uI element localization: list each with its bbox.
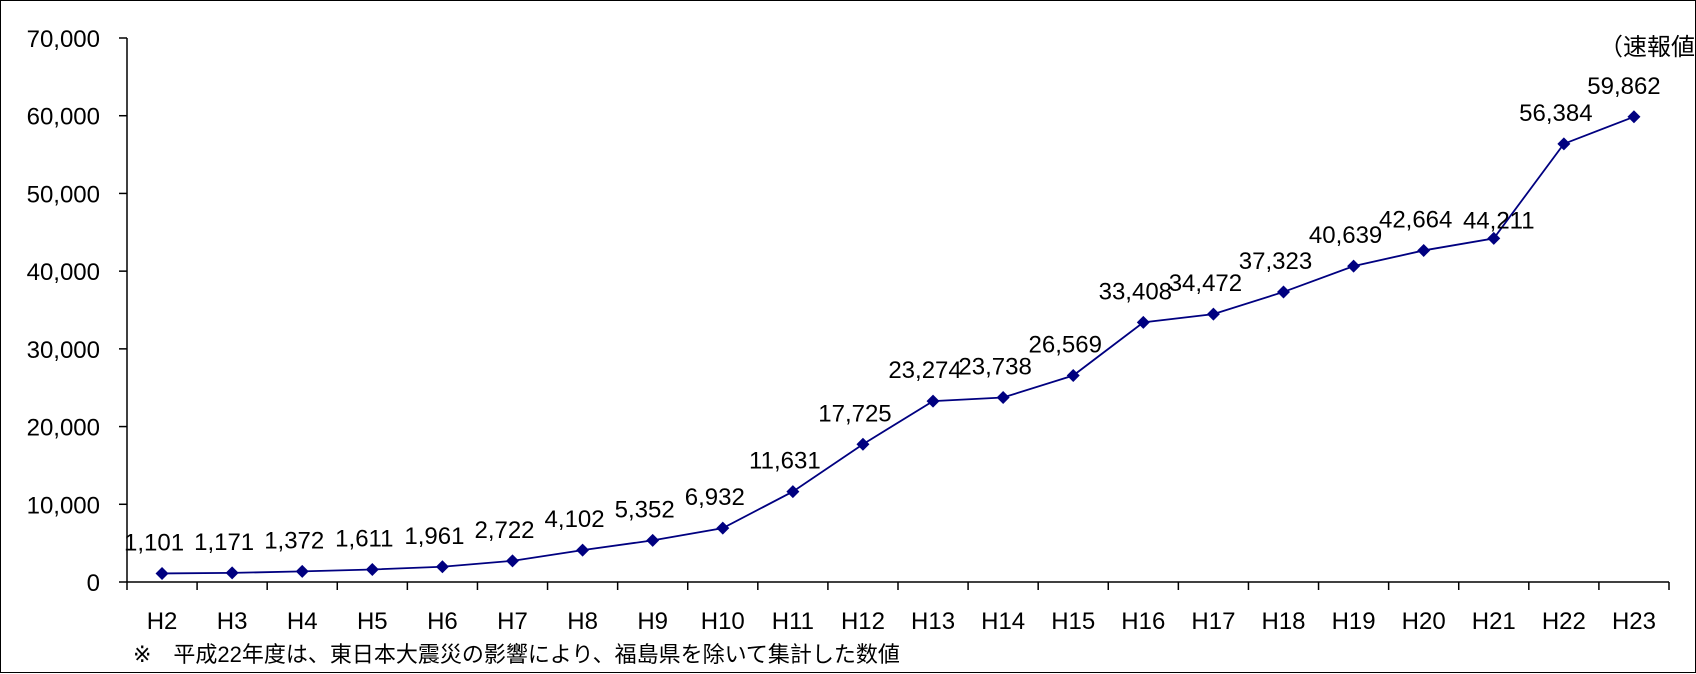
y-tick-label: 70,000	[27, 26, 100, 53]
data-point-marker	[365, 562, 379, 576]
y-tick-label: 10,000	[27, 492, 100, 519]
x-tick-label: H23	[1612, 608, 1656, 635]
data-point-marker	[1627, 110, 1641, 124]
data-label: 5,352	[615, 496, 675, 523]
x-tick-label: H10	[701, 608, 745, 635]
y-tick-labels: 0 10,000 20,000 30,000 40,000 50,000 60,000 70,…	[27, 26, 100, 597]
data-point-marker	[155, 566, 169, 580]
x-tick-label: H12	[841, 608, 885, 635]
data-label: 2,722	[474, 517, 534, 544]
x-tick-label: H6	[427, 608, 458, 635]
data-point-marker	[1277, 285, 1290, 299]
data-point-marker	[576, 543, 590, 557]
y-tick-label: 20,000	[27, 415, 100, 442]
x-tick-label: H14	[981, 608, 1025, 635]
data-label: 40,639	[1309, 222, 1382, 249]
data-point-marker	[646, 533, 660, 547]
x-tick-label: H13	[911, 608, 955, 635]
x-tick-label: H11	[772, 608, 814, 635]
x-tick-label: H20	[1402, 608, 1446, 635]
annotation-preliminary: （速報値）	[1599, 34, 1696, 61]
x-tick-label: H17	[1191, 608, 1235, 635]
data-label: 59,862	[1587, 73, 1660, 100]
y-tick-label: 0	[87, 570, 100, 597]
x-tick-label: H15	[1051, 608, 1095, 635]
data-point-marker	[856, 437, 870, 451]
x-tick-label: H2	[147, 608, 178, 635]
y-tick-label: 30,000	[27, 337, 100, 364]
data-point-marker	[786, 485, 800, 499]
x-tick-label: H4	[287, 608, 318, 635]
data-point-marker	[716, 521, 730, 535]
data-label: 1,171	[194, 529, 254, 556]
data-point-marker	[435, 560, 449, 574]
data-label: 33,408	[1099, 278, 1172, 305]
data-label: 23,738	[958, 354, 1031, 381]
x-tick-label: H7	[497, 608, 528, 635]
x-tick-label: H21	[1472, 608, 1516, 635]
data-point-marker	[996, 391, 1010, 405]
x-tick-label: H16	[1121, 608, 1165, 635]
data-label: 37,323	[1239, 248, 1312, 275]
data-label: 1,101	[124, 529, 184, 556]
data-point-marker	[1417, 243, 1431, 257]
data-label: 56,384	[1519, 100, 1592, 127]
y-tick-label: 60,000	[27, 104, 100, 131]
data-label: 1,611	[335, 525, 393, 552]
data-label: 42,664	[1379, 206, 1452, 233]
data-label: 1,961	[404, 523, 464, 550]
x-tick-label: H22	[1542, 608, 1586, 635]
data-point-marker	[1206, 307, 1220, 321]
data-point-marker	[506, 554, 519, 568]
series-polyline	[162, 115, 1635, 575]
x-tick-labels: H2 H3 H4 H5 H6 H7 H8 H9 H10 H11 H12 H13 H14 H15 H16 H17…	[147, 608, 1656, 635]
x-tick-label: H5	[357, 608, 388, 635]
data-label: 44,211	[1463, 207, 1535, 234]
data-label: 17,725	[818, 400, 891, 427]
data-point-marker	[926, 394, 940, 408]
data-label: 1,372	[264, 527, 324, 554]
data-point-marker	[1557, 137, 1571, 151]
y-tick-label: 50,000	[27, 181, 100, 208]
data-label: 11,631	[749, 448, 821, 475]
data-point-marker	[1136, 315, 1150, 329]
data-point-marker	[1487, 231, 1501, 245]
x-tick-label: H8	[567, 608, 598, 635]
x-tick-label: H3	[217, 608, 248, 635]
data-label: 4,102	[545, 506, 605, 533]
data-point-marker	[225, 566, 239, 580]
data-point-marker	[1347, 259, 1361, 273]
data-point-marker	[1066, 369, 1080, 383]
data-label: 26,569	[1029, 332, 1102, 359]
y-tick-label: 40,000	[27, 259, 100, 286]
series-line	[162, 115, 1635, 575]
data-label: 6,932	[685, 484, 745, 511]
x-tick-label: H9	[637, 608, 668, 635]
data-label: 34,472	[1169, 270, 1242, 297]
data-labels: 1,101 1,171 1,372 1,611 1,961 2,722 4,102 5,352…	[124, 73, 1661, 557]
axes	[119, 37, 1670, 590]
data-points	[155, 110, 1641, 580]
data-point-marker	[295, 564, 309, 578]
x-tick-label: H19	[1332, 608, 1376, 635]
data-label: 23,274	[888, 357, 961, 384]
x-tick-label: H18	[1261, 608, 1305, 635]
footnote: ※ 平成22年度は、東日本大震災の影響により、福島県を除いて集計した数値	[133, 642, 900, 667]
